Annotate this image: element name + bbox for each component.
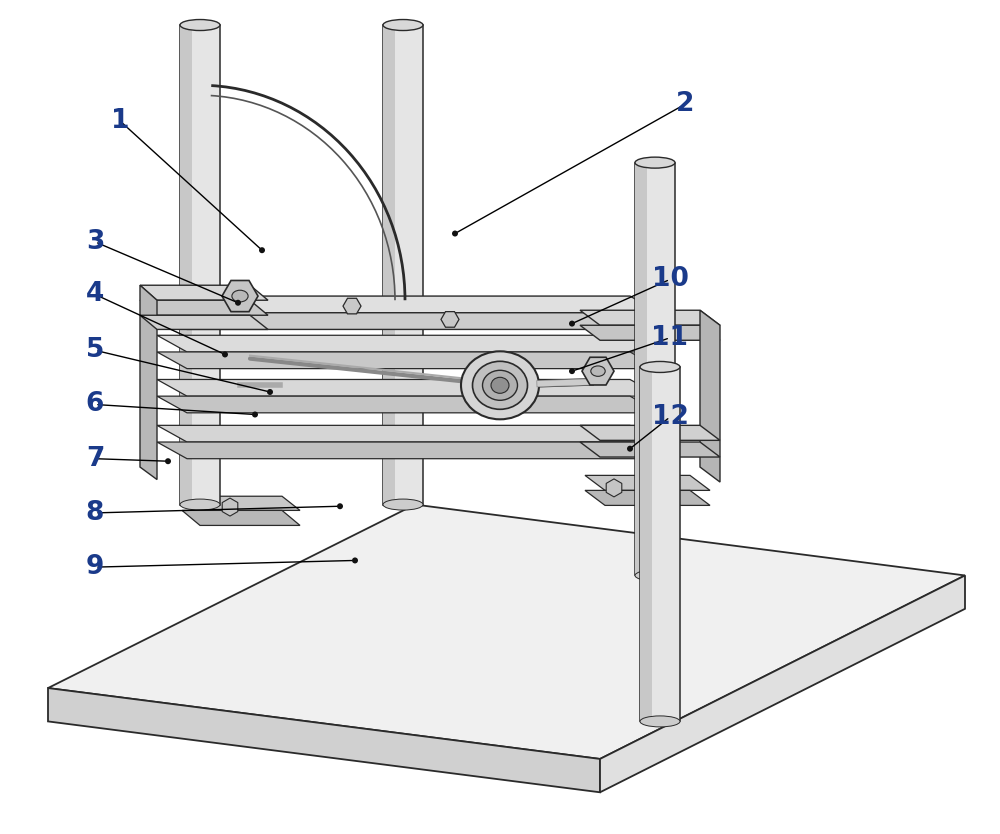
Ellipse shape xyxy=(635,570,675,581)
Ellipse shape xyxy=(635,157,675,168)
Text: 2: 2 xyxy=(676,91,694,118)
Ellipse shape xyxy=(165,458,171,465)
Polygon shape xyxy=(580,425,720,440)
Text: 9: 9 xyxy=(86,554,104,580)
Polygon shape xyxy=(600,575,965,792)
Ellipse shape xyxy=(452,230,458,237)
Ellipse shape xyxy=(232,290,248,302)
Ellipse shape xyxy=(383,19,423,31)
Polygon shape xyxy=(48,505,965,759)
Polygon shape xyxy=(635,163,675,575)
Polygon shape xyxy=(640,367,680,721)
Polygon shape xyxy=(140,285,268,300)
Text: 8: 8 xyxy=(86,500,104,526)
Ellipse shape xyxy=(591,366,605,376)
Ellipse shape xyxy=(352,557,358,564)
Polygon shape xyxy=(585,475,710,490)
Text: 3: 3 xyxy=(86,229,104,255)
Polygon shape xyxy=(157,396,660,413)
Text: 5: 5 xyxy=(86,337,104,364)
Polygon shape xyxy=(182,496,300,510)
Polygon shape xyxy=(140,285,157,480)
Ellipse shape xyxy=(222,351,228,358)
Ellipse shape xyxy=(482,370,518,400)
Text: 1: 1 xyxy=(111,108,129,134)
Ellipse shape xyxy=(252,411,258,418)
Polygon shape xyxy=(182,510,300,525)
Text: 10: 10 xyxy=(652,266,688,293)
Ellipse shape xyxy=(267,389,273,395)
Polygon shape xyxy=(157,442,660,459)
Ellipse shape xyxy=(627,445,633,452)
Polygon shape xyxy=(157,425,660,442)
Ellipse shape xyxy=(640,716,680,727)
Polygon shape xyxy=(580,442,720,457)
Ellipse shape xyxy=(383,499,423,510)
Polygon shape xyxy=(48,688,600,792)
Ellipse shape xyxy=(569,320,575,327)
Polygon shape xyxy=(157,313,660,329)
Text: 12: 12 xyxy=(652,404,688,430)
Polygon shape xyxy=(157,335,660,352)
Ellipse shape xyxy=(180,19,220,31)
Ellipse shape xyxy=(640,361,680,373)
Ellipse shape xyxy=(569,368,575,374)
Ellipse shape xyxy=(461,351,539,420)
Ellipse shape xyxy=(337,503,343,510)
Ellipse shape xyxy=(473,361,528,409)
Polygon shape xyxy=(580,310,720,325)
Polygon shape xyxy=(383,25,395,505)
Text: 4: 4 xyxy=(86,281,104,308)
Polygon shape xyxy=(635,163,647,575)
Polygon shape xyxy=(157,379,660,396)
Polygon shape xyxy=(180,25,220,505)
Polygon shape xyxy=(700,310,720,482)
Polygon shape xyxy=(140,315,268,329)
Polygon shape xyxy=(140,300,268,315)
Polygon shape xyxy=(580,325,720,340)
Polygon shape xyxy=(180,25,192,505)
Text: 6: 6 xyxy=(86,391,104,418)
Polygon shape xyxy=(585,490,710,505)
Polygon shape xyxy=(383,25,423,505)
Polygon shape xyxy=(640,367,652,721)
Polygon shape xyxy=(157,352,660,369)
Polygon shape xyxy=(157,296,660,313)
Ellipse shape xyxy=(235,299,241,306)
Text: 11: 11 xyxy=(652,324,688,351)
Text: 7: 7 xyxy=(86,445,104,472)
Ellipse shape xyxy=(491,377,509,394)
Ellipse shape xyxy=(259,247,265,254)
Ellipse shape xyxy=(180,499,220,510)
